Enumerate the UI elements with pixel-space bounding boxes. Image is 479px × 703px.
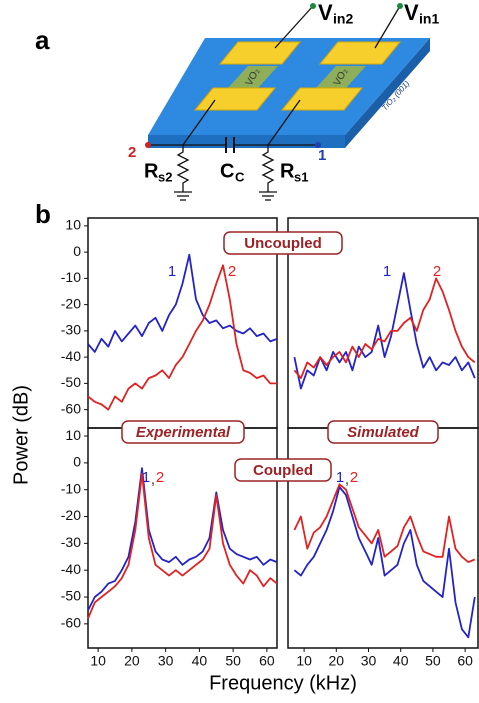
substrate-side [345, 38, 430, 148]
node [145, 142, 151, 148]
series-line [293, 272, 476, 390]
y-tick-label: -20 [61, 507, 81, 523]
pad [218, 41, 302, 65]
label-sub: s1 [294, 169, 308, 184]
series-line [87, 253, 278, 353]
label-v: V [318, 0, 333, 25]
label-r: R [144, 160, 159, 182]
x-tick-label: 10 [90, 653, 106, 669]
x-tick-label: 50 [425, 653, 441, 669]
label-sub: in1 [419, 11, 439, 27]
series-label: 2 [156, 469, 164, 486]
x-tick-label: 30 [158, 653, 174, 669]
series-label: 1 [383, 263, 391, 280]
resistor [261, 145, 275, 192]
annotation-text: Simulated [347, 424, 420, 441]
y-axis-label: Power (dB) [10, 385, 32, 485]
charts: 100-10-20-30-40-50-601 2 1 2100-10-20-30-40… [61, 217, 479, 669]
series-label: 2 [433, 263, 441, 280]
wire [374, 5, 401, 49]
label-r: R [280, 160, 295, 182]
vo2-right-block [316, 66, 366, 88]
schematic [145, 3, 430, 201]
y-tick-label: -30 [61, 322, 81, 338]
wire [267, 99, 301, 146]
annotation-text: Experimental [136, 424, 231, 441]
y-tick-label: -60 [61, 400, 81, 416]
label-sub: in2 [333, 11, 353, 27]
panel-label: a [35, 25, 50, 55]
series-line [293, 483, 476, 563]
y-tick-label: -40 [61, 348, 81, 364]
annotation-box [121, 420, 245, 444]
y-tick-label: 10 [65, 217, 81, 233]
ground [174, 191, 277, 201]
series-line [293, 486, 476, 639]
series-label: 2 [350, 469, 358, 486]
series-label: 2 [228, 263, 236, 280]
annotation-text: Uncoupled [244, 235, 322, 252]
pad [318, 41, 402, 65]
terminal [310, 3, 316, 9]
y-tick-label: -20 [61, 295, 81, 311]
series-line [293, 277, 476, 379]
y-tick-label: -50 [61, 588, 81, 604]
node [315, 142, 321, 148]
annotation-text: Coupled [253, 462, 313, 479]
vo2-left-block [228, 66, 278, 88]
series-label-separator: , [345, 471, 349, 488]
x-tick-label: 30 [361, 653, 377, 669]
x-axis-label: Frequency (kHz) [209, 672, 357, 694]
x-tick-label: 10 [296, 653, 312, 669]
panel-label: b [35, 199, 51, 229]
wire [274, 5, 314, 49]
pad [280, 87, 364, 111]
resistor [176, 145, 190, 192]
y-tick-label: 0 [73, 243, 81, 259]
label-sub: s2 [158, 169, 172, 184]
y-tick-label: -30 [61, 534, 81, 550]
y-tick-label: -40 [61, 561, 81, 577]
series-label: 1 [168, 263, 176, 280]
annotation-box [223, 231, 343, 255]
x-tick-label: 50 [225, 653, 241, 669]
y-tick-label: -50 [61, 374, 81, 390]
series-line [87, 467, 278, 611]
y-tick-label: 0 [73, 454, 81, 470]
wire [182, 99, 216, 146]
series-label: 1 [142, 469, 150, 486]
node-label: 2 [128, 144, 136, 161]
annotation-box [234, 458, 332, 482]
y-tick-label: -60 [61, 615, 81, 631]
x-tick-label: 40 [192, 653, 208, 669]
annotation-box [327, 420, 439, 444]
x-tick-label: 20 [329, 653, 345, 669]
label-v: V [404, 0, 419, 25]
x-tick-label: 20 [124, 653, 140, 669]
y-tick-label: -10 [61, 269, 81, 285]
label-sub: C [235, 169, 245, 184]
terminal [397, 3, 403, 9]
x-tick-label: 40 [393, 653, 409, 669]
series-label: 1 [336, 469, 344, 486]
series-label-separator: , [151, 471, 155, 488]
pad [193, 87, 277, 111]
series-line [87, 472, 278, 619]
x-tick-label: 60 [259, 653, 275, 669]
node-label: 1 [318, 147, 326, 164]
label-c: C [220, 160, 234, 182]
x-tick-label: 60 [457, 653, 473, 669]
y-tick-label: 10 [65, 427, 81, 443]
series-line [87, 264, 277, 411]
annotations: Uncoupled Coupled Experimental Simulated [121, 231, 439, 482]
y-tick-label: -10 [61, 480, 81, 496]
